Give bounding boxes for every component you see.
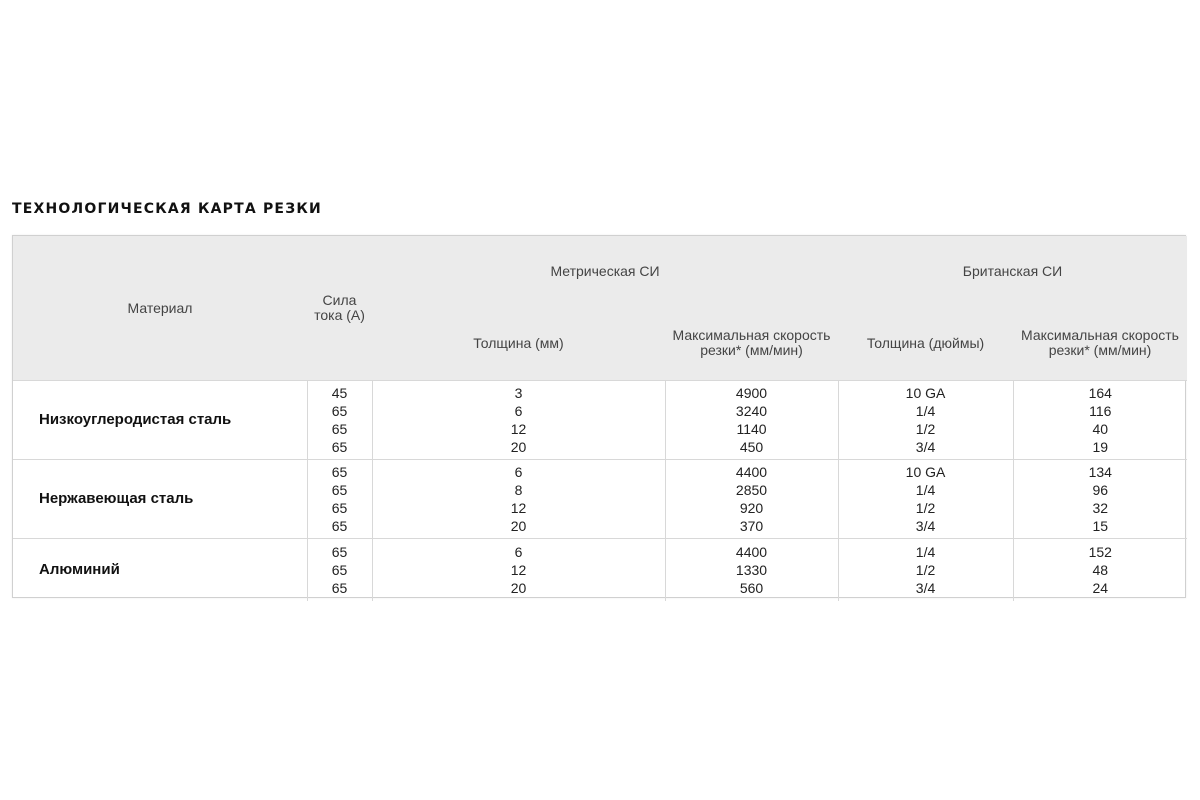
cell-value: 65: [331, 579, 348, 596]
cell-value: 10 GA: [905, 464, 946, 480]
imperial-speed-cell: 164 116 40 19: [1012, 380, 1188, 460]
header-row-groups: Материал Сила тока (А) Метрическая СИ Бр…: [13, 236, 1188, 381]
cell-value: 370: [739, 518, 764, 534]
page-title: ТЕХНОЛОГИЧЕСКАЯ КАРТА РЕЗКИ: [12, 201, 322, 217]
cell-value: 6: [514, 543, 523, 560]
current-cell: 65 65 65: [306, 538, 372, 601]
header-metric-thickness: Толщина (мм): [372, 306, 665, 381]
cell-value: 40: [1092, 421, 1109, 437]
header-imperial-group: Британская СИ: [838, 236, 1188, 306]
cell-value: 65: [331, 561, 348, 578]
header-material: Материал: [13, 236, 307, 381]
header-metric-group: Метрическая СИ: [372, 236, 839, 306]
cell-value: 19: [1092, 439, 1109, 455]
cell-value: 20: [510, 579, 527, 596]
cell-value: 48: [1092, 561, 1109, 578]
cell-value: 12: [510, 500, 527, 516]
current-cell: 45 65 65 65: [306, 380, 372, 460]
cell-value: 65: [331, 421, 348, 437]
header-current: Сила тока (А): [307, 236, 372, 381]
current-cell: 65 65 65 65: [306, 459, 372, 539]
cell-value: 65: [331, 464, 348, 480]
cell-value: 6: [514, 464, 523, 480]
header-imperial-speed: Максимальная скорость резки* (мм/мин): [1013, 306, 1188, 381]
cell-value: 65: [331, 543, 348, 560]
imperial-thickness-cell: 1/4 1/2 3/4: [837, 538, 1014, 601]
header-imperial-thickness: Толщина (дюймы): [838, 306, 1014, 381]
metric-speed-cell: 4400 2850 920 370: [664, 459, 839, 539]
cell-value: 8: [514, 482, 523, 498]
cell-value: 3240: [735, 403, 768, 419]
header-metric-speed: Максимальная скорость резки* (мм/мин): [665, 306, 839, 381]
cell-value: 3/4: [915, 579, 936, 596]
cell-value: 15: [1092, 518, 1109, 534]
cell-value: 65: [331, 518, 348, 534]
cell-value: 1/2: [915, 561, 936, 578]
imperial-speed-cell: 134 96 32 15: [1012, 459, 1188, 539]
metric-speed-cell: 4900 3240 1140 450: [664, 380, 839, 460]
cell-value: 116: [1089, 403, 1112, 419]
cutting-chart-table: Материал Сила тока (А) Метрическая СИ Бр…: [12, 235, 1188, 601]
cell-value: 3/4: [915, 439, 936, 455]
cell-value: 4400: [735, 464, 768, 480]
cell-value: 65: [331, 403, 348, 419]
material-cell: Алюминий: [13, 538, 307, 601]
cell-value: 65: [331, 500, 348, 516]
cell-value: 1/4: [915, 482, 936, 498]
imperial-speed-cell: 152 48 24: [1012, 538, 1188, 601]
cell-value: 920: [739, 500, 764, 516]
cell-value: 65: [331, 439, 348, 455]
cell-value: 4400: [735, 543, 768, 560]
cell-value: 65: [331, 482, 348, 498]
cell-value: 24: [1092, 579, 1109, 596]
cell-value: 4900: [735, 385, 768, 401]
cell-value: 2850: [735, 482, 768, 498]
cell-value: 96: [1092, 482, 1109, 498]
cell-value: 1140: [736, 421, 767, 437]
metric-thickness-cell: 6 12 20: [371, 538, 665, 601]
metric-thickness-cell: 6 8 12 20: [371, 459, 665, 539]
cell-value: 450: [739, 439, 764, 455]
cell-value: 1/2: [915, 500, 936, 516]
metric-thickness-cell: 3 6 12 20: [371, 380, 665, 460]
cell-value: 560: [739, 579, 764, 596]
cell-value: 20: [510, 439, 527, 455]
cutting-table: Материал Сила тока (А) Метрическая СИ Бр…: [13, 236, 1188, 601]
cell-value: 32: [1092, 500, 1109, 516]
table-row: Низкоуглеродистая сталь 45 65 65 65 3 6 12 20 490…: [13, 380, 1188, 460]
cell-value: 6: [514, 403, 523, 419]
cell-value: 134: [1088, 464, 1112, 480]
table-row: Алюминий 65 65 65 6 12 20 4400 1330 560 1/4 1/2 3/4 1…: [13, 538, 1188, 601]
cell-value: 3: [514, 385, 523, 401]
cell-value: 1330: [735, 561, 768, 578]
material-cell: Нержавеющая сталь: [13, 459, 307, 539]
material-cell: Низкоуглеродистая сталь: [13, 380, 307, 460]
cell-value: 10 GA: [905, 385, 946, 401]
imperial-thickness-cell: 10 GA 1/4 1/2 3/4: [837, 459, 1014, 539]
cell-value: 20: [510, 518, 527, 534]
cell-value: 1/4: [915, 403, 936, 419]
cell-value: 152: [1088, 543, 1112, 560]
cell-value: 12: [510, 561, 527, 578]
header-row-columns: Толщина (мм) Максимальная скорость резки…: [13, 306, 1188, 381]
cell-value: 1/2: [915, 421, 936, 437]
imperial-thickness-cell: 10 GA 1/4 1/2 3/4: [837, 380, 1014, 460]
table-body: Низкоуглеродистая сталь 45 65 65 65 3 6 12 20 490…: [13, 380, 1188, 601]
cell-value: 45: [331, 385, 348, 401]
metric-speed-cell: 4400 1330 560: [664, 538, 839, 601]
cell-value: 1/4: [915, 543, 936, 560]
cell-value: 3/4: [915, 518, 936, 534]
table-row: Нержавеющая сталь 65 65 65 65 6 8 12 20 4400 2850 9…: [13, 459, 1188, 539]
cell-value: 12: [510, 421, 527, 437]
cell-value: 164: [1088, 385, 1112, 401]
